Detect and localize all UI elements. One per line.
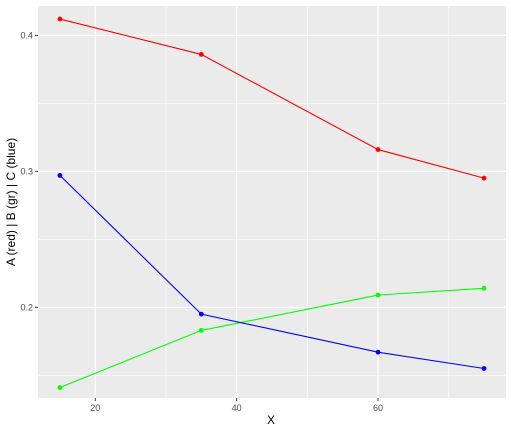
x-axis-ticks: 20 40 60	[90, 398, 383, 413]
series-2-point	[375, 292, 381, 298]
y-axis-title: A (red) | B (gr) | C (blue)	[4, 138, 18, 266]
series-3-point	[198, 311, 204, 317]
series-1-point	[198, 52, 204, 57]
y-tick-label: 0.2	[20, 302, 33, 312]
series-line-2	[59, 287, 485, 389]
x-tick-label: 20	[90, 403, 100, 413]
y-tick-label: 0.4	[20, 30, 33, 40]
series-1-point	[57, 16, 63, 22]
x-tick-label: 60	[373, 403, 383, 413]
plot-panel	[38, 6, 506, 398]
grid-major	[38, 6, 506, 398]
x-tick-label: 40	[232, 403, 242, 413]
series-3-point	[375, 349, 381, 355]
series-lines	[59, 18, 485, 389]
x-axis-title: X	[267, 413, 275, 427]
series-2-point	[57, 385, 63, 390]
y-axis-ticks: 0.2 0.3 0.4	[20, 30, 38, 312]
series-3-point	[481, 366, 487, 371]
series-2-point	[198, 328, 204, 333]
grid-minor	[38, 6, 506, 398]
series-line-1	[59, 18, 485, 179]
series-1-point	[481, 175, 487, 181]
series-points	[57, 16, 487, 390]
series-3-point	[57, 173, 63, 178]
series-2-point	[481, 285, 487, 291]
y-tick-label: 0.3	[20, 166, 33, 176]
series-1-point	[375, 147, 381, 152]
series-line-3	[59, 175, 485, 370]
